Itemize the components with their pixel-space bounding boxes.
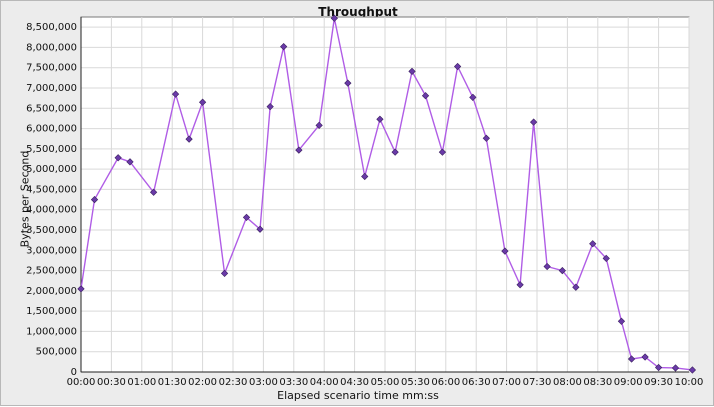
x-tick-label: 07:00: [492, 377, 521, 388]
series-point: [469, 93, 477, 101]
x-tick-label: 01:00: [127, 377, 156, 388]
y-tick-label: 7,000,000: [26, 83, 77, 94]
x-tick-label: 02:00: [188, 377, 217, 388]
x-tick-label: 04:00: [310, 377, 339, 388]
series-point: [90, 195, 99, 204]
y-tick-label: 5,500,000: [26, 144, 77, 155]
y-tick-label: 8,000,000: [26, 42, 77, 53]
series-point: [77, 285, 85, 293]
series-point: [198, 98, 207, 106]
y-tick-label: 8,500,000: [26, 22, 77, 33]
series-point: [421, 92, 430, 100]
series-point: [627, 355, 636, 363]
series-point: [344, 79, 352, 87]
series-point: [376, 115, 384, 123]
series-point: [149, 188, 158, 196]
series-point: [516, 281, 524, 289]
series-point: [501, 247, 509, 255]
series-point: [654, 363, 663, 372]
series-point: [589, 240, 597, 248]
x-tick-label: 02:30: [219, 377, 248, 388]
series-point: [543, 262, 551, 271]
y-tick-label: 3,500,000: [26, 225, 77, 236]
x-tick-label: 06:30: [462, 377, 491, 388]
series-point: [529, 118, 538, 126]
x-tick-label: 08:00: [553, 377, 582, 388]
y-tick-label: 7,500,000: [26, 63, 77, 74]
y-tick-label: 1,000,000: [26, 326, 77, 337]
y-tick-label: 2,000,000: [26, 286, 77, 297]
series-point: [558, 266, 566, 275]
x-tick-label: 09:00: [614, 377, 643, 388]
series-point: [256, 225, 264, 233]
series-point: [220, 269, 229, 278]
y-tick-label: 1,500,000: [26, 306, 77, 317]
x-tick-label: 10:00: [675, 377, 704, 388]
series-point: [671, 364, 680, 372]
x-tick-label: 04:30: [340, 377, 369, 388]
series-point: [482, 134, 490, 142]
x-tick-label: 03:30: [279, 377, 308, 388]
x-tick-label: 00:30: [97, 377, 126, 388]
series-point: [114, 154, 122, 162]
series-point: [617, 317, 626, 325]
series-point: [242, 213, 251, 222]
y-tick-label: 500,000: [36, 347, 77, 358]
series-point: [185, 135, 193, 143]
series-point: [330, 14, 338, 22]
y-tick-label: 6,500,000: [26, 103, 77, 114]
y-tick-label: 5,000,000: [26, 164, 77, 175]
series-point: [315, 121, 323, 129]
series-point: [408, 67, 416, 75]
series-point: [126, 158, 134, 166]
series-point: [280, 42, 288, 51]
series-point: [295, 146, 303, 154]
x-tick-label: 05:30: [401, 377, 430, 388]
y-tick-label: 3,000,000: [26, 245, 77, 256]
chart-title: Throughput: [318, 5, 398, 19]
series-point: [391, 148, 399, 156]
series-point: [572, 283, 580, 291]
x-tick-label: 06:00: [431, 377, 460, 388]
series-point: [641, 353, 649, 361]
x-tick-label: 03:00: [249, 377, 278, 388]
x-tick-label: 00:00: [67, 377, 96, 388]
series-point: [688, 366, 697, 374]
y-tick-label: 4,000,000: [26, 205, 77, 216]
series-point: [266, 103, 274, 111]
y-tick-label: 4,500,000: [26, 184, 77, 195]
y-tick-label: 6,000,000: [26, 124, 77, 135]
series-point: [361, 172, 369, 181]
series-point: [602, 254, 610, 263]
x-tick-label: 05:00: [371, 377, 400, 388]
series-point: [453, 62, 462, 71]
x-tick-label: 08:30: [583, 377, 612, 388]
series-line: [80, 18, 693, 371]
series-point: [171, 90, 180, 98]
x-tick-label: 09:30: [644, 377, 673, 388]
x-tick-label: 01:30: [158, 377, 187, 388]
series-point: [438, 148, 447, 156]
x-axis-label: Elapsed scenario time mm:ss: [277, 389, 439, 402]
y-tick-label: 2,500,000: [26, 266, 77, 277]
x-tick-label: 07:30: [523, 377, 552, 388]
y-tick-label: 0: [71, 367, 77, 378]
